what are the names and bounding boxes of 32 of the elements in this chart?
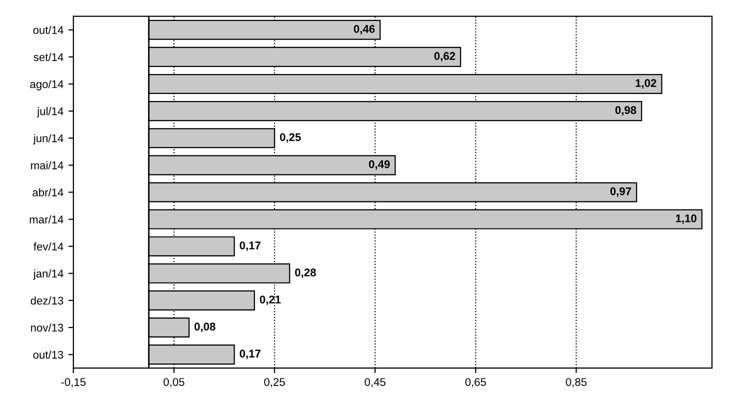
data-label: 0,97 — [610, 187, 632, 197]
data-label: 0,21 — [260, 296, 281, 306]
data-label: 0,25 — [280, 133, 301, 143]
x-tick-label: 0,65 — [465, 378, 486, 388]
data-label: 0,28 — [295, 268, 316, 278]
y-tick-label: set/14 — [34, 52, 64, 62]
y-tick-label: fev/14 — [34, 242, 64, 250]
x-tick-label: 0,85 — [566, 378, 587, 388]
data-label: 1,10 — [676, 214, 696, 224]
y-tick-label: out/14 — [33, 26, 64, 34]
data-label: 0,08 — [194, 322, 216, 332]
y-tick-label: mai/14 — [31, 161, 64, 170]
x-tick-label: 0,25 — [264, 378, 285, 388]
y-tick-label: mar/14 — [30, 215, 64, 224]
x-tick-label: 0,05 — [164, 378, 184, 388]
data-label: 0,98 — [615, 106, 636, 116]
y-tick-label: dez/13 — [30, 296, 64, 305]
data-label: 0,17 — [240, 350, 260, 360]
data-label: 1,02 — [636, 79, 656, 89]
data-label: 0,62 — [434, 52, 456, 62]
data-label: 0,46 — [354, 25, 375, 34]
y-tick-label: ago/14 — [30, 80, 64, 90]
data-label: 0,49 — [368, 160, 390, 170]
data-label: 0,17 — [240, 241, 260, 251]
y-tick-label: nov/13 — [31, 323, 64, 332]
y-tick-label: jul/14 — [36, 107, 64, 118]
x-tick-label: 0,45 — [364, 378, 386, 388]
y-tick-label: jan/14 — [33, 269, 64, 280]
y-tick-label: jun/14 — [33, 134, 64, 144]
x-tick-label: -0,15 — [61, 378, 86, 388]
y-tick-label: out/13 — [33, 350, 64, 359]
y-tick-label: abr/14 — [32, 188, 64, 196]
